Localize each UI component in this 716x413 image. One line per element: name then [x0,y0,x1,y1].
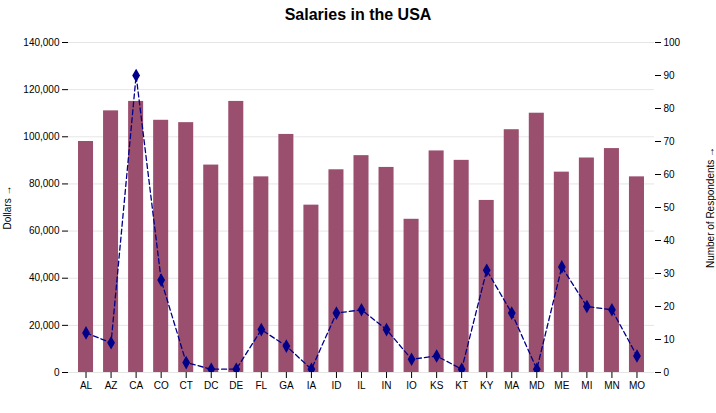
svg-text:MA: MA [504,380,519,391]
svg-text:60,000: 60,000 [29,225,60,236]
svg-text:MD: MD [529,380,545,391]
svg-text:Dollars →: Dollars → [2,186,13,230]
svg-text:40,000: 40,000 [29,272,60,283]
svg-text:IA: IA [307,380,317,391]
svg-text:IL: IL [357,380,366,391]
svg-text:DC: DC [204,380,218,391]
svg-text:30: 30 [664,268,676,279]
svg-text:80,000: 80,000 [29,178,60,189]
svg-text:AZ: AZ [105,380,118,391]
svg-text:90: 90 [664,70,676,81]
svg-text:CT: CT [180,380,193,391]
svg-text:AL: AL [80,380,93,391]
svg-text:MI: MI [581,380,592,391]
svg-text:IO: IO [406,380,417,391]
svg-text:FL: FL [255,380,267,391]
svg-text:70: 70 [664,136,676,147]
svg-text:140,000: 140,000 [23,37,60,48]
svg-text:GA: GA [279,380,294,391]
svg-text:CO: CO [154,380,169,391]
svg-text:100: 100 [664,37,681,48]
svg-text:120,000: 120,000 [23,84,60,95]
svg-text:80: 80 [664,103,676,114]
svg-text:0: 0 [54,367,60,378]
svg-text:20,000: 20,000 [29,320,60,331]
svg-text:40: 40 [664,235,676,246]
svg-text:ME: ME [554,380,569,391]
html-text:Salaries in the USA: Salaries in the USA [284,6,432,23]
svg-text:MO: MO [629,380,645,391]
svg-text:DE: DE [229,380,243,391]
svg-text:60: 60 [664,169,676,180]
svg-text:KS: KS [430,380,444,391]
svg-text:MN: MN [604,380,620,391]
svg-text:10: 10 [664,334,676,345]
svg-text:KY: KY [480,380,494,391]
svg-text:KT: KT [455,380,468,391]
svg-text:0: 0 [664,367,670,378]
svg-text:CA: CA [129,380,143,391]
svg-text:IN: IN [382,380,392,391]
svg-text:ID: ID [331,380,341,391]
svg-text:20: 20 [664,301,676,312]
svg-text:Number of Respondents →: Number of Respondents → [705,147,716,268]
svg-text:100,000: 100,000 [23,131,60,142]
svg-text:50: 50 [664,202,676,213]
